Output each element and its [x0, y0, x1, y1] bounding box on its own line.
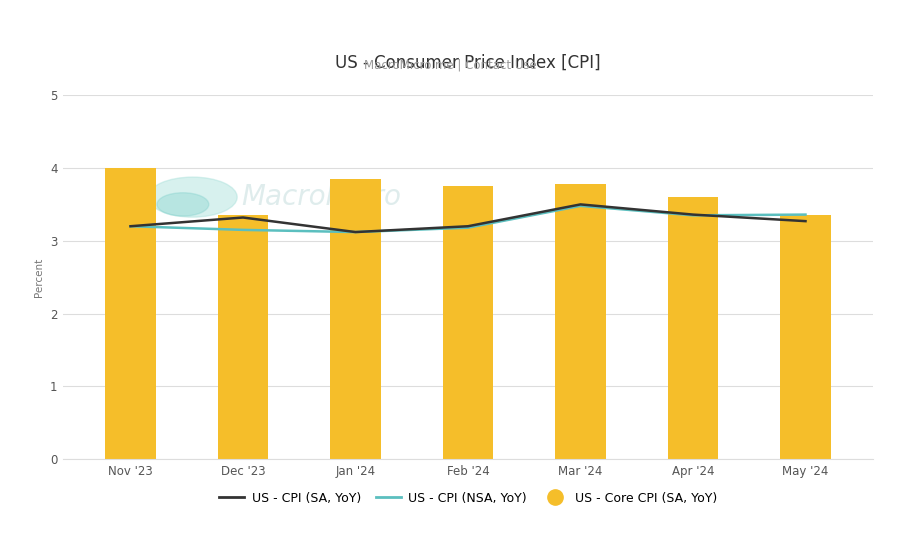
Line: US - CPI (SA, YoY): US - CPI (SA, YoY) — [130, 204, 806, 232]
US - CPI (SA, YoY) — [688, 211, 698, 218]
Bar — [555, 184, 606, 459]
Y-axis label: Percent: Percent — [34, 258, 44, 297]
US - CPI (SA, YoY) — [350, 228, 361, 235]
Bar — [443, 186, 493, 459]
Bar — [218, 215, 268, 459]
Bar — [105, 168, 156, 459]
US - CPI (NSA, YoY) — [800, 211, 811, 218]
Line: US - CPI (NSA, YoY): US - CPI (NSA, YoY) — [130, 206, 806, 232]
US - CPI (NSA, YoY) — [463, 225, 473, 231]
Text: MacroMicro: MacroMicro — [241, 183, 401, 211]
US - CPI (SA, YoY) — [238, 214, 248, 221]
Bar — [330, 179, 381, 459]
US - CPI (NSA, YoY) — [350, 228, 361, 235]
Legend: US - CPI (SA, YoY), US - CPI (NSA, YoY), US - Core CPI (SA, YoY): US - CPI (SA, YoY), US - CPI (NSA, YoY),… — [213, 486, 723, 511]
Title: US - Consumer Price Index [CPI]: US - Consumer Price Index [CPI] — [335, 53, 601, 72]
Bar — [668, 197, 718, 459]
US - CPI (SA, YoY) — [800, 218, 811, 225]
US - CPI (NSA, YoY) — [125, 223, 136, 230]
US - CPI (SA, YoY) — [125, 223, 136, 230]
US - CPI (SA, YoY) — [575, 201, 586, 208]
Circle shape — [148, 177, 237, 217]
Text: MacroMicro.me | Contact Use: MacroMicro.me | Contact Use — [364, 59, 536, 72]
US - CPI (NSA, YoY) — [688, 212, 698, 218]
US - CPI (NSA, YoY) — [575, 203, 586, 209]
Bar — [780, 214, 831, 459]
Circle shape — [157, 193, 209, 216]
US - CPI (SA, YoY) — [463, 223, 473, 230]
US - CPI (NSA, YoY) — [238, 226, 248, 233]
